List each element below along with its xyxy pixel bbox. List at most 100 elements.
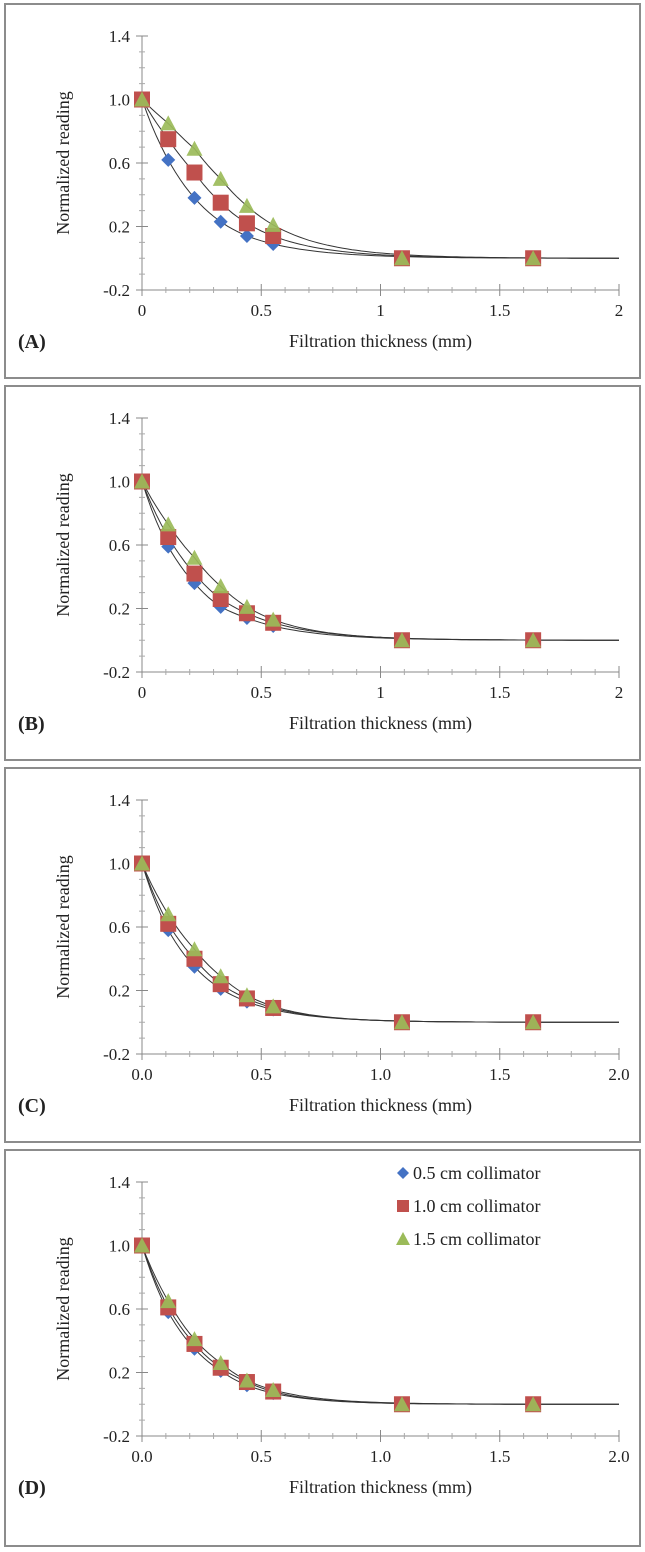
legend-marker-2	[397, 1200, 409, 1212]
y-tick-label: 1.0	[109, 1237, 130, 1256]
fit-line-series-2	[141, 863, 619, 1023]
fit-line-series-1	[141, 1245, 619, 1405]
x-tick-label: 0.5	[251, 1065, 272, 1084]
x-tick-label: 0	[138, 301, 147, 320]
y-tick-label: 1.4	[109, 1173, 131, 1192]
fit-line-series-2	[141, 481, 619, 641]
data-point-series-3	[186, 941, 203, 957]
y-tick-label: 0.6	[109, 918, 130, 937]
panel-label: (B)	[18, 713, 45, 735]
data-point-series-3	[525, 1396, 542, 1412]
data-point-series-3	[212, 1354, 229, 1370]
y-tick-label: -0.2	[103, 281, 130, 300]
chart-svg: -0.2 0.2 0.6 1.0 1.4 0 0.5 1 1.5 2 Filtration thic…	[18, 409, 624, 735]
data-point-series-3	[238, 1372, 255, 1388]
data-point-series-2	[212, 590, 229, 607]
y-tick-label: 1.0	[109, 473, 130, 492]
data-point-series-3	[393, 1396, 410, 1412]
x-tick-label: 0.5	[251, 1447, 272, 1466]
data-point-series-1	[187, 576, 202, 591]
data-point-series-2	[238, 215, 255, 232]
x-tick-label: 1	[376, 683, 385, 702]
data-point-series-3	[160, 516, 177, 532]
x-tick-label: 0.5	[251, 301, 272, 320]
x-tick-label: 0	[138, 683, 147, 702]
y-tick-label: -0.2	[103, 663, 130, 682]
fit-line-series-1	[141, 863, 619, 1023]
y-tick-label: 0.2	[109, 1364, 130, 1383]
data-point-series-3	[525, 1014, 542, 1030]
y-tick-label: 1.0	[109, 91, 130, 110]
data-point-series-3	[238, 197, 255, 213]
data-point-series-3	[265, 611, 282, 627]
data-point-series-3	[212, 578, 229, 594]
y-tick-label: 0.2	[109, 982, 130, 1001]
data-point-series-3	[525, 250, 542, 266]
legend-label-1: 0.5 cm collimator	[413, 1163, 540, 1183]
data-point-series-3	[212, 170, 229, 186]
fit-line-series-2	[141, 1245, 619, 1405]
data-point-series-3	[134, 1237, 150, 1253]
fit-line-series-3	[141, 863, 619, 1023]
fit-line-series-3	[141, 481, 619, 641]
data-point-series-3	[265, 998, 282, 1014]
data-point-series-3	[186, 1331, 203, 1347]
chart-svg: -0.2 0.2 0.6 1.0 1.4 0.0 0.5 1.0 1.5 2.0 Filtratio…	[18, 1163, 630, 1499]
y-tick-label: 0.6	[109, 536, 130, 555]
data-point-series-2	[160, 529, 177, 546]
chart-svg: -0.2 0.2 0.6 1.0 1.4 0.0 0.5 1.0 1.5 2.0 Filtratio…	[18, 791, 630, 1117]
data-point-series-2	[186, 565, 203, 582]
y-tick-label: 0.2	[109, 218, 130, 237]
data-point-series-3	[134, 91, 150, 107]
x-tick-label: 1	[376, 301, 385, 320]
chart-panel-c: -0.2 0.2 0.6 1.0 1.4 0.0 0.5 1.0 1.5 2.0 Filtratio…	[4, 767, 641, 1143]
y-tick-label: 1.4	[109, 791, 131, 810]
y-tick-label: -0.2	[103, 1045, 130, 1064]
legend-label-3: 1.5 cm collimator	[413, 1229, 540, 1249]
y-axis-label: Normalized reading	[53, 473, 73, 616]
x-tick-label: 1.0	[370, 1447, 391, 1466]
data-point-series-3	[160, 906, 177, 922]
data-point-series-2	[186, 164, 203, 181]
data-point-series-3	[393, 250, 410, 266]
fit-line-series-3	[141, 99, 619, 259]
data-point-series-3	[212, 968, 229, 984]
chart-panel-a: -0.2 0.2 0.6 1.0 1.4 0 0.5 1 1.5 2 Filtration thic…	[4, 3, 641, 379]
data-point-series-1	[239, 229, 254, 244]
data-point-series-3	[265, 1381, 282, 1397]
data-point-series-2	[212, 194, 229, 211]
fit-line-series-1	[141, 481, 619, 641]
y-tick-label: 1.4	[109, 27, 131, 46]
data-point-series-3	[525, 632, 542, 648]
fit-line-series-3	[141, 1245, 619, 1405]
x-axis-label: Filtration thickness (mm)	[289, 1477, 472, 1498]
fit-line-series-1	[141, 99, 619, 259]
y-tick-label: 1.0	[109, 855, 130, 874]
x-tick-label: 2.0	[608, 1065, 629, 1084]
panel-label: (A)	[18, 331, 46, 353]
y-axis-label: Normalized reading	[53, 855, 73, 998]
legend-marker-1	[397, 1167, 409, 1179]
x-axis-label: Filtration thickness (mm)	[289, 1095, 472, 1116]
data-point-series-3	[134, 855, 150, 871]
x-tick-label: 0.5	[251, 683, 272, 702]
data-point-series-3	[238, 598, 255, 614]
data-point-series-3	[238, 987, 255, 1003]
x-tick-label: 1.0	[370, 1065, 391, 1084]
data-point-series-3	[186, 140, 203, 156]
y-tick-label: 0.2	[109, 600, 130, 619]
chart-panel-d: -0.2 0.2 0.6 1.0 1.4 0.0 0.5 1.0 1.5 2.0 Filtratio…	[4, 1149, 641, 1547]
panel-label: (C)	[18, 1095, 46, 1117]
data-point-series-3	[160, 115, 177, 131]
x-tick-label: 2	[615, 683, 624, 702]
data-point-series-3	[186, 549, 203, 565]
x-tick-label: 1.5	[489, 1065, 510, 1084]
x-tick-label: 2	[615, 301, 624, 320]
x-tick-label: 0.0	[131, 1447, 152, 1466]
y-tick-label: 0.6	[109, 154, 130, 173]
x-tick-label: 0.0	[131, 1065, 152, 1084]
data-point-series-3	[393, 632, 410, 648]
data-point-series-2	[265, 228, 282, 245]
data-point-series-3	[134, 473, 150, 489]
legend-label-2: 1.0 cm collimator	[413, 1196, 540, 1216]
